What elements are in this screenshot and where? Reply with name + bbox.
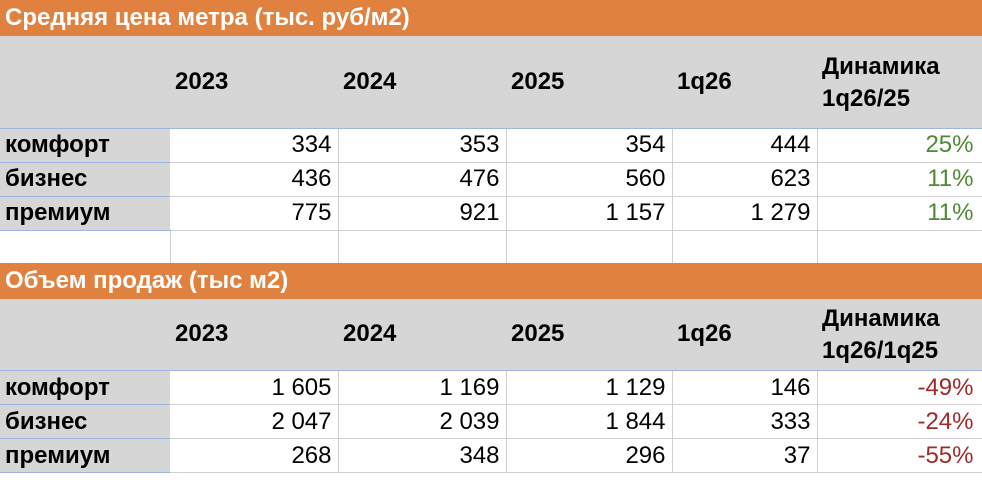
change-cell[interactable]: 11%: [817, 162, 982, 197]
table-row: премиум 775 921 1 157 1 279 11%: [0, 196, 982, 231]
table-row: бизнес 2 047 2 039 1 844 333 -24%: [0, 404, 982, 439]
empty-row: [0, 230, 982, 263]
empty-cell[interactable]: [170, 230, 339, 263]
header-year[interactable]: 2023: [170, 298, 338, 371]
value-cell[interactable]: 1 279: [672, 196, 818, 231]
value-cell[interactable]: 268: [170, 438, 339, 473]
header-year[interactable]: 2023: [170, 36, 338, 129]
value-cell[interactable]: 146: [672, 370, 818, 405]
table-row: бизнес 436 476 560 623 11%: [0, 162, 982, 197]
row-label[interactable]: комфорт: [0, 128, 170, 163]
header-dynamics[interactable]: Динамика 1q26/1q25: [817, 298, 982, 371]
sales-header-row: 2023 2024 2025 1q26 Динамика 1q26/1q25: [0, 298, 982, 371]
sales-title-row: Объем продаж (тыс м2): [0, 262, 982, 299]
value-cell[interactable]: 1 129: [506, 370, 673, 405]
empty-cell[interactable]: [506, 230, 673, 263]
sales-table-title[interactable]: Объем продаж (тыс м2): [0, 262, 982, 299]
value-cell[interactable]: 775: [170, 196, 339, 231]
row-label[interactable]: бизнес: [0, 404, 170, 439]
value-cell[interactable]: 37: [672, 438, 818, 473]
value-cell[interactable]: 296: [506, 438, 673, 473]
empty-cell[interactable]: [817, 230, 982, 263]
value-cell[interactable]: 436: [170, 162, 339, 197]
value-cell[interactable]: 1 169: [338, 370, 507, 405]
header-year[interactable]: 2025: [506, 36, 672, 129]
table-row: комфорт 334 353 354 444 25%: [0, 128, 982, 163]
value-cell[interactable]: 333: [672, 404, 818, 439]
value-cell[interactable]: 353: [338, 128, 507, 163]
price-title-row: Средняя цена метра (тыс. руб/м2): [0, 0, 982, 36]
value-cell[interactable]: 921: [338, 196, 507, 231]
row-label[interactable]: премиум: [0, 438, 170, 473]
value-cell[interactable]: 2 039: [338, 404, 507, 439]
value-cell[interactable]: 348: [338, 438, 507, 473]
price-header-row: 2023 2024 2025 1q26 Динамика 1q26/25: [0, 36, 982, 129]
change-cell[interactable]: 25%: [817, 128, 982, 163]
header-empty-cell[interactable]: [0, 36, 170, 129]
header-empty-cell[interactable]: [0, 298, 170, 371]
value-cell[interactable]: 623: [672, 162, 818, 197]
header-dynamics-line2: 1q26/25: [822, 84, 911, 112]
header-dynamics-line1: Динамика: [822, 305, 940, 333]
row-label[interactable]: премиум: [0, 196, 170, 231]
value-cell[interactable]: 1 157: [506, 196, 673, 231]
value-cell[interactable]: 334: [170, 128, 339, 163]
table-row: премиум 268 348 296 37 -55%: [0, 438, 982, 473]
header-year[interactable]: 1q26: [672, 298, 817, 371]
header-dynamics-line1: Динамика: [822, 52, 940, 80]
change-cell[interactable]: -55%: [817, 438, 982, 473]
table-row: комфорт 1 605 1 169 1 129 146 -49%: [0, 370, 982, 405]
change-cell[interactable]: -49%: [817, 370, 982, 405]
empty-cell[interactable]: [0, 230, 171, 263]
change-cell[interactable]: -24%: [817, 404, 982, 439]
row-label[interactable]: бизнес: [0, 162, 170, 197]
header-year[interactable]: 2024: [338, 36, 506, 129]
value-cell[interactable]: 444: [672, 128, 818, 163]
empty-cell[interactable]: [672, 230, 818, 263]
header-dynamics-line2: 1q26/1q25: [822, 337, 939, 365]
value-cell[interactable]: 1 844: [506, 404, 673, 439]
header-dynamics[interactable]: Динамика 1q26/25: [817, 36, 982, 129]
value-cell[interactable]: 560: [506, 162, 673, 197]
empty-cell[interactable]: [338, 230, 507, 263]
header-year[interactable]: 2024: [338, 298, 506, 371]
value-cell[interactable]: 1 605: [170, 370, 339, 405]
value-cell[interactable]: 476: [338, 162, 507, 197]
data-table: Средняя цена метра (тыс. руб/м2) 2023 20…: [0, 0, 982, 473]
value-cell[interactable]: 2 047: [170, 404, 339, 439]
row-label[interactable]: комфорт: [0, 370, 170, 405]
change-cell[interactable]: 11%: [817, 196, 982, 231]
header-year[interactable]: 1q26: [672, 36, 817, 129]
price-table-title[interactable]: Средняя цена метра (тыс. руб/м2): [0, 0, 982, 36]
value-cell[interactable]: 354: [506, 128, 673, 163]
header-year[interactable]: 2025: [506, 298, 672, 371]
